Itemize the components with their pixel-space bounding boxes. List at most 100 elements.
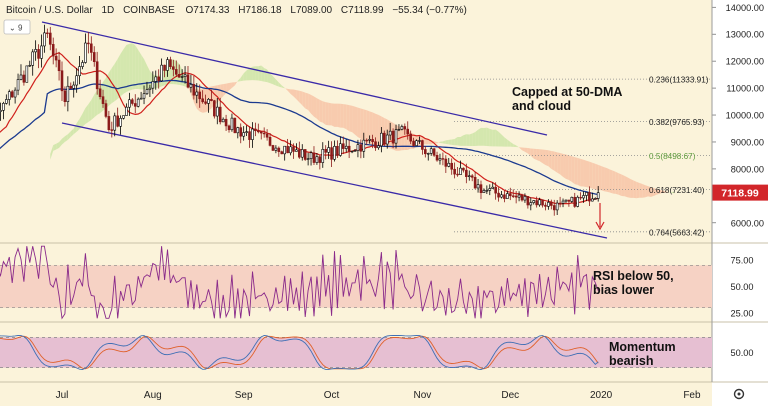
candle-body xyxy=(210,99,213,101)
candle-body xyxy=(292,146,295,152)
candle-body xyxy=(473,176,477,189)
cloud-segment xyxy=(571,156,575,185)
interval-label[interactable]: 1D xyxy=(101,5,114,16)
last-price-tag xyxy=(712,184,768,201)
stochastic-pane[interactable] xyxy=(0,335,712,370)
cloud-segment xyxy=(311,94,314,117)
cloud-segment xyxy=(299,90,303,106)
cloud-segment xyxy=(129,43,133,91)
candle-body xyxy=(406,128,410,135)
candle-body xyxy=(371,139,374,143)
cloud-segment xyxy=(650,187,654,197)
candle-body xyxy=(0,110,2,112)
candle-body xyxy=(327,147,330,153)
candle-body xyxy=(151,81,155,89)
cloud-segment xyxy=(630,178,634,198)
cloud-segment xyxy=(82,107,86,127)
cloud-segment xyxy=(404,129,408,150)
cloud-segment xyxy=(560,153,564,177)
candle-body xyxy=(148,87,152,90)
cloud-segment xyxy=(621,174,625,197)
cloud-segment xyxy=(64,134,68,142)
cloud-segment xyxy=(363,109,367,143)
cloud-segment xyxy=(114,58,118,102)
candle-body xyxy=(154,76,158,82)
cloud-segment xyxy=(557,152,561,175)
candle-body xyxy=(429,148,433,154)
candle-body xyxy=(503,194,506,199)
candle-body xyxy=(87,42,90,45)
cloud-segment xyxy=(223,83,227,97)
cloud-segment xyxy=(539,149,543,164)
cloud-segment xyxy=(659,189,663,194)
cloud-segment xyxy=(240,73,244,82)
cloud-segment xyxy=(501,134,505,147)
candle-body xyxy=(467,175,471,177)
cloud-segment xyxy=(59,138,62,148)
cloud-segment xyxy=(187,86,191,95)
candle-body xyxy=(81,62,84,67)
candle-body xyxy=(169,59,172,68)
cloud-segment xyxy=(255,66,259,81)
candle-body xyxy=(538,199,541,206)
symbol-name[interactable]: Bitcoin / U.S. Dollar xyxy=(6,5,93,16)
time-tick-label: Aug xyxy=(144,390,162,401)
candle-body xyxy=(303,149,307,160)
cloud-segment xyxy=(551,150,555,171)
candle-body xyxy=(46,32,49,34)
annotation-rsi-line2: bias lower xyxy=(593,283,654,297)
candle-body xyxy=(16,79,20,91)
price-pane[interactable]: 0.236(11333.91) 0.382(9765.93) 0.5(8498.67… xyxy=(0,21,711,239)
time-axis[interactable]: Jul Aug Sep Oct Nov Dec 2020 Feb xyxy=(56,390,701,401)
candle-body xyxy=(377,145,380,149)
candle-body xyxy=(582,195,585,199)
candle-body xyxy=(242,132,245,137)
cloud-segment xyxy=(272,76,276,86)
candle-body xyxy=(110,129,114,131)
candle-body xyxy=(43,32,46,47)
candle-body xyxy=(444,158,448,167)
cloud-segment xyxy=(237,77,241,82)
cloud-segment xyxy=(375,113,379,146)
candle-body xyxy=(189,84,193,88)
candle-body xyxy=(347,145,351,152)
cloud-segment xyxy=(325,102,329,126)
cloud-segment xyxy=(460,135,464,146)
price-axis[interactable]: 6000.007000.008000.009000.0010000.001100… xyxy=(712,3,768,228)
cloud-segment xyxy=(524,147,528,154)
candle-body xyxy=(13,89,17,98)
cloud-segment xyxy=(270,73,273,85)
cloud-segment xyxy=(132,43,136,90)
candle-body xyxy=(198,91,202,100)
cloud-segment xyxy=(527,147,531,156)
cloud-segment xyxy=(480,127,484,146)
rsi-pane[interactable] xyxy=(0,245,712,320)
candle-body xyxy=(245,131,248,133)
candle-body xyxy=(265,133,269,138)
candle-body xyxy=(418,140,421,142)
cloud-segment xyxy=(278,82,282,88)
candle-body xyxy=(359,144,363,152)
candle-body xyxy=(298,149,301,158)
candle-body xyxy=(374,141,377,149)
cloud-segment xyxy=(229,82,232,91)
candlesticks xyxy=(0,24,600,216)
candle-body xyxy=(500,194,503,198)
candle-body xyxy=(394,129,398,144)
cloud-segment xyxy=(296,90,300,103)
indicators-toggle-button[interactable] xyxy=(3,19,31,35)
gear-icon[interactable] xyxy=(733,388,745,400)
cloud-segment xyxy=(126,43,130,92)
cloud-segment xyxy=(519,147,523,151)
cloud-segment xyxy=(472,132,476,147)
stochastic-k-line xyxy=(0,335,599,370)
cloud-segment xyxy=(589,161,593,189)
cloud-segment xyxy=(648,186,651,197)
exchange-label: COINBASE xyxy=(123,5,175,16)
annotation-rsi: RSI below 50, bias lower xyxy=(593,269,677,297)
cloud-segment xyxy=(79,113,83,130)
candle-body xyxy=(25,65,29,83)
candle-body xyxy=(271,145,275,151)
stochastic-band xyxy=(0,337,712,368)
